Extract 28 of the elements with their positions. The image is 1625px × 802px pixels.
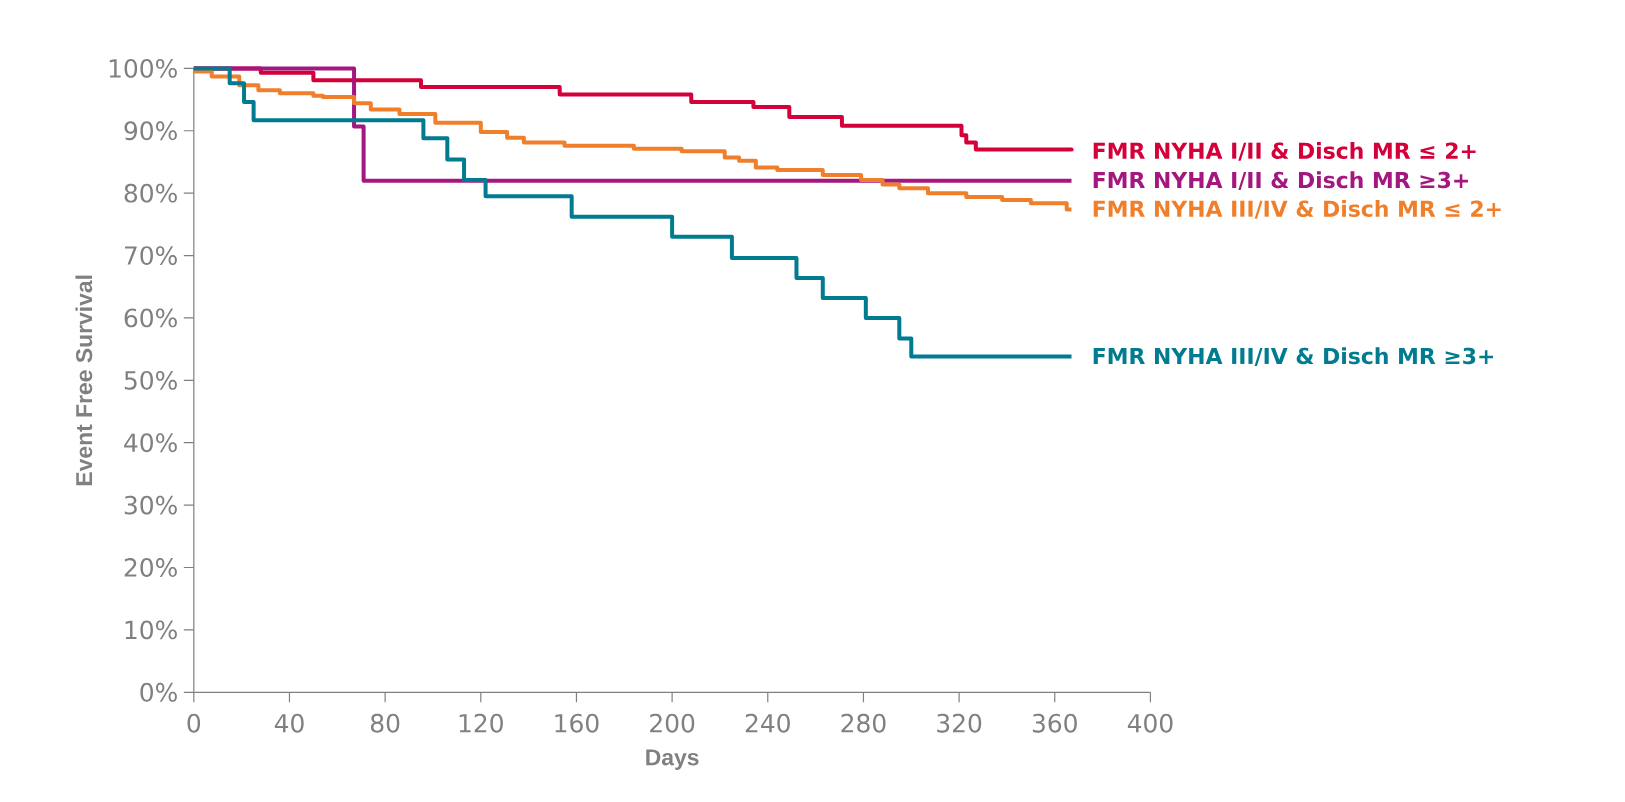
y-tick-label: 60%: [124, 308, 177, 328]
x-tick-label: 0: [187, 713, 201, 733]
series-label: FMR NYHA III/IV & Disch MR ≤ 2+: [1093, 200, 1501, 219]
x-tick-label: 80: [370, 713, 400, 733]
y-tick-label: 40%: [124, 433, 177, 453]
x-tick-label: 240: [745, 713, 790, 733]
x-tick-label: 160: [555, 713, 599, 733]
y-tick-label: 50%: [124, 370, 177, 390]
x-tick-label: 320: [937, 713, 982, 733]
series-label: FMR NYHA I/II & Disch MR ≤ 2+: [1093, 142, 1476, 161]
y-tick-label: 70%: [124, 246, 177, 265]
y-tick-label: 30%: [124, 495, 177, 515]
y-tick-label: 0%: [140, 682, 177, 702]
x-tick-label: 400: [1127, 713, 1173, 733]
y-tick-label: 10%: [125, 620, 177, 640]
x-tick-label: 40: [274, 713, 304, 733]
y-tick-label: 100%: [109, 58, 177, 78]
x-tick-label: 360: [1032, 713, 1077, 733]
x-axis-title: Days: [646, 749, 699, 770]
y-axis-title: Event Free Survival: [75, 275, 93, 486]
x-tick-label: 280: [841, 713, 886, 733]
y-tick-label: 20%: [124, 558, 177, 577]
series-label: FMR NYHA I/II & Disch MR ≥3+: [1093, 171, 1468, 191]
y-tick-label: 80%: [124, 183, 177, 203]
x-tick-label: 120: [459, 713, 503, 733]
series-label: FMR NYHA III/IV & Disch MR ≥3+: [1093, 347, 1494, 366]
y-tick-label: 90%: [124, 121, 177, 141]
x-tick-label: 200: [650, 713, 695, 733]
